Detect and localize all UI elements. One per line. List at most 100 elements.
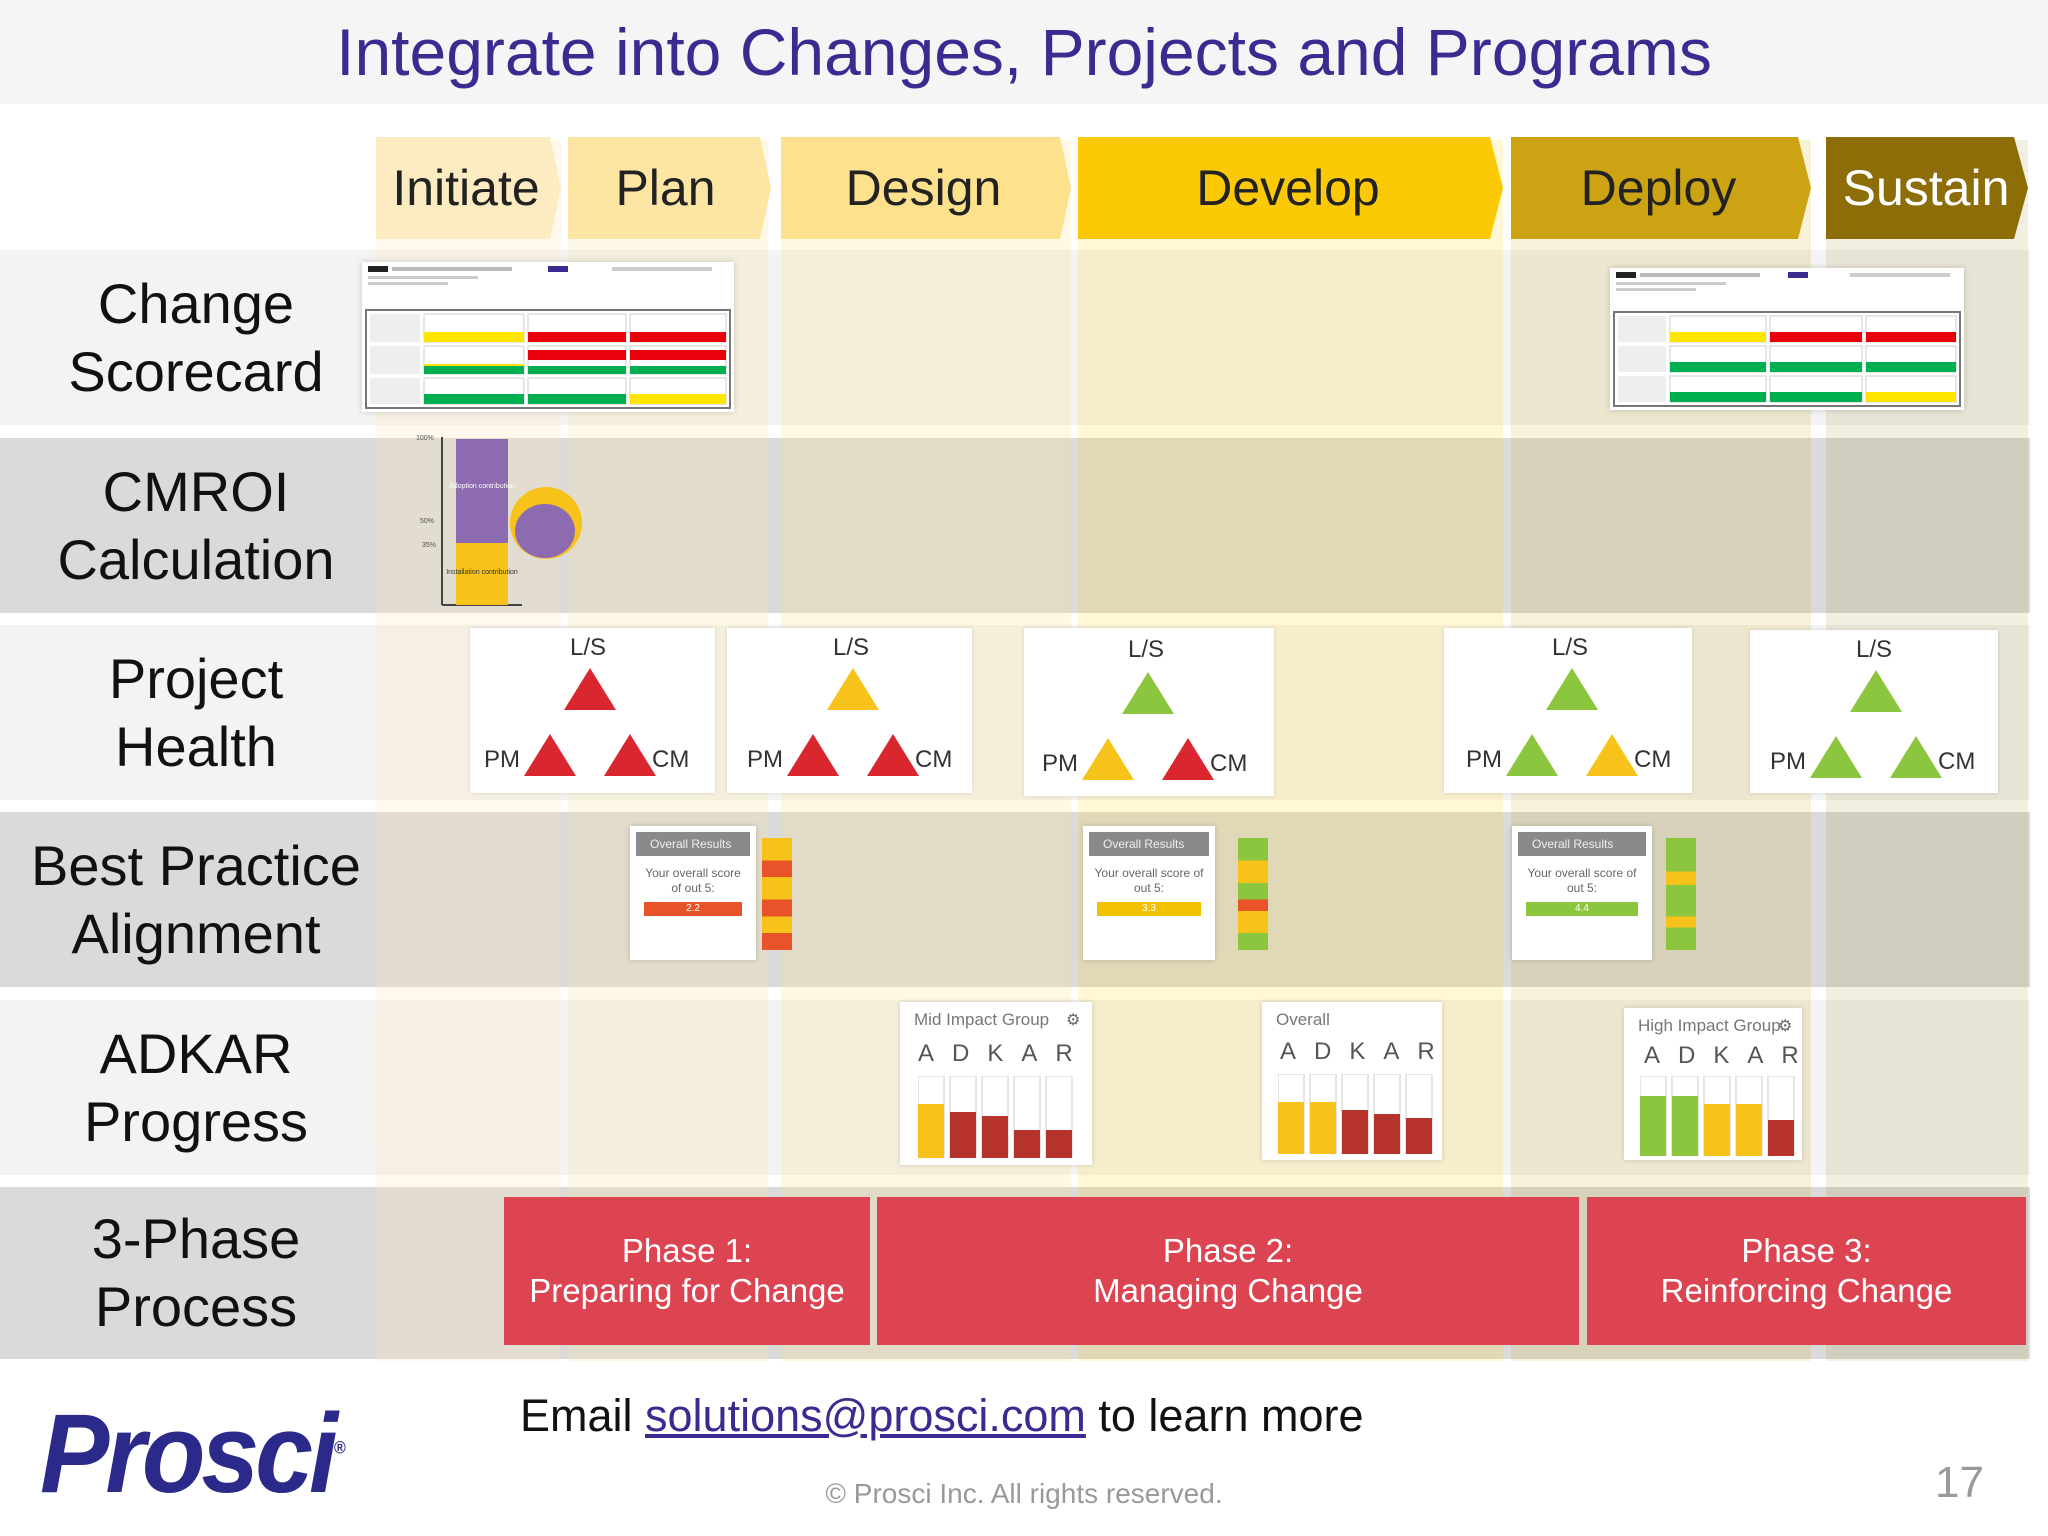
project-health-card-design: L/S PM CM	[1024, 628, 1274, 796]
chevron-plan	[568, 137, 771, 239]
email-cta: Email solutions@prosci.com to learn more	[0, 1390, 2048, 1442]
phase-label-deploy: Deploy	[1580, 160, 1737, 216]
best-practice-header: Overall Results	[1089, 832, 1209, 856]
best-practice-strip	[1238, 838, 1268, 950]
cmroi-installation-label: Installation contribution	[446, 569, 518, 576]
cmroi-tick-50: 50%	[420, 518, 434, 525]
phase-label-plan: Plan	[615, 160, 716, 216]
adkar-card-title: Mid Impact Group	[914, 1010, 1050, 1029]
process-phase-2: Phase 2: Managing Change	[877, 1197, 1579, 1345]
best-practice-header: Overall Results	[1518, 832, 1646, 856]
triangle-label-pm: PM	[1466, 746, 1502, 773]
scorecard-thumbnail-initiate	[362, 262, 734, 412]
project-health-card-sustain: L/S PM CM	[1750, 630, 1998, 793]
adkar-card-mid-impact: Mid Impact Group ⚙ ADKAR	[900, 1002, 1092, 1165]
title-bar	[0, 0, 2048, 104]
cmroi-tick-100: 100%	[416, 435, 434, 442]
process-phase-2-number: Phase 2:	[1162, 1232, 1294, 1269]
logo-mark: ®	[333, 1439, 346, 1458]
phase-label-sustain: Sustain	[1842, 160, 2010, 216]
best-practice-card-develop: Overall Results Your overall score of ou…	[1512, 826, 1652, 960]
phase-label-design: Design	[845, 160, 1002, 216]
adkar-card-high-impact: High Impact Group ⚙ ADKAR	[1624, 1008, 1802, 1160]
triangle-label-cm: CM	[1210, 750, 1248, 777]
triangle-label-cm: CM	[1634, 746, 1672, 773]
process-phase-3-number: Phase 3:	[1741, 1232, 1872, 1269]
page-title: Integrate into Changes, Projects and Pro…	[336, 15, 1712, 89]
row-band-cmroi	[0, 438, 2030, 613]
triangle-label-ls: L/S	[1856, 636, 1893, 663]
cmroi-circle-inner	[515, 504, 575, 558]
cmroi-chart: 100% 50% 35% Adoption contribution Insta…	[416, 435, 582, 606]
triangle-label-pm: PM	[1770, 748, 1806, 775]
process-phase-1-number: Phase 1:	[621, 1232, 753, 1269]
triangle-label-ls: L/S	[833, 634, 870, 661]
copyright: © Prosci Inc. All rights reserved.	[825, 1478, 1223, 1509]
adkar-letters: ADKAR	[1280, 1038, 1453, 1065]
adkar-bars-graphic	[1278, 1074, 1433, 1154]
adkar-card-title: High Impact Group	[1638, 1016, 1781, 1035]
health-triangle-icon	[1506, 668, 1638, 776]
project-health-card-develop: L/S PM CM	[1444, 628, 1692, 793]
adkar-letters: ADKAR	[1644, 1042, 1817, 1069]
row-label-project-health: Project Health	[108, 646, 284, 778]
chevron-sustain	[1826, 137, 2028, 239]
cmroi-adoption-label: Adoption contribution	[449, 483, 515, 490]
phase-chevron-bar	[376, 137, 2028, 239]
best-practice-strip	[1666, 838, 1696, 950]
scorecard-grid-graphic	[365, 266, 731, 409]
project-health-card-plan: L/S PM CM	[727, 628, 972, 793]
chevron-design	[781, 137, 1071, 239]
best-practice-strip	[762, 838, 792, 950]
adkar-letters: ADKAR	[918, 1040, 1091, 1067]
cmroi-installation-bar	[456, 543, 508, 605]
best-practice-score: 4.4	[1526, 902, 1638, 916]
triangle-label-cm: CM	[652, 746, 690, 773]
triangle-label-ls: L/S	[1552, 634, 1589, 661]
chevron-deploy	[1511, 137, 1811, 239]
row-label-best-practice: Best Practice Alignment	[31, 833, 361, 965]
gear-icon: ⚙	[1778, 1018, 1793, 1035]
process-phase-2-title: Managing Change	[1093, 1272, 1363, 1309]
row-label-change-scorecard: Change Scorecard	[68, 271, 324, 403]
health-triangle-icon	[787, 668, 919, 776]
triangle-label-pm: PM	[484, 746, 520, 773]
triangle-label-pm: PM	[747, 746, 783, 773]
triangle-label-pm: PM	[1042, 750, 1078, 777]
health-triangle-icon	[1810, 670, 1942, 778]
email-suffix: to learn more	[1085, 1390, 1364, 1441]
triangle-label-cm: CM	[915, 746, 953, 773]
best-practice-score: 2.2	[644, 902, 742, 916]
adkar-bars-graphic	[1640, 1076, 1795, 1156]
best-practice-card-plan: Overall Results Your overall score of ou…	[630, 826, 756, 960]
process-phase-3: Phase 3: Reinforcing Change	[1587, 1197, 2026, 1345]
row-label-three-phase: 3-Phase Process	[91, 1207, 301, 1338]
triangle-label-cm: CM	[1938, 748, 1976, 775]
email-link[interactable]: solutions@prosci.com	[645, 1390, 1086, 1441]
prosci-logo: Prosci®	[40, 1390, 346, 1519]
cmroi-tick-35: 35%	[422, 542, 436, 549]
health-triangle-icon	[524, 668, 656, 776]
process-phase-1: Phase 1: Preparing for Change	[504, 1197, 870, 1345]
row-label-adkar: ADKAR Progress	[83, 1021, 309, 1153]
triangle-label-ls: L/S	[570, 634, 607, 661]
best-practice-card-design: Overall Results Your overall score of ou…	[1083, 826, 1215, 960]
best-practice-text: Your overall score of out 5:	[1527, 866, 1637, 895]
phase-label-develop: Develop	[1196, 160, 1380, 216]
best-practice-header: Overall Results	[636, 832, 750, 856]
phase-label-initiate: Initiate	[392, 160, 540, 216]
best-practice-score: 3.3	[1097, 902, 1201, 916]
chevron-initiate	[376, 137, 561, 239]
email-prefix: Email	[520, 1390, 646, 1441]
project-health-card-initiate: L/S PM CM	[470, 628, 715, 793]
process-phase-3-title: Reinforcing Change	[1660, 1272, 1953, 1309]
best-practice-text: Your overall score of out 5:	[645, 866, 741, 895]
triangle-label-ls: L/S	[1128, 636, 1165, 663]
adkar-card-overall: Overall ADKAR	[1262, 1002, 1442, 1160]
adkar-bars-graphic	[918, 1076, 1073, 1158]
scorecard-grid-graphic	[1613, 272, 1961, 407]
process-phase-1-title: Preparing for Change	[529, 1272, 845, 1309]
adkar-card-title: Overall	[1276, 1010, 1330, 1029]
scorecard-thumbnail-deploy	[1610, 268, 1964, 410]
gear-icon: ⚙	[1066, 1012, 1081, 1029]
